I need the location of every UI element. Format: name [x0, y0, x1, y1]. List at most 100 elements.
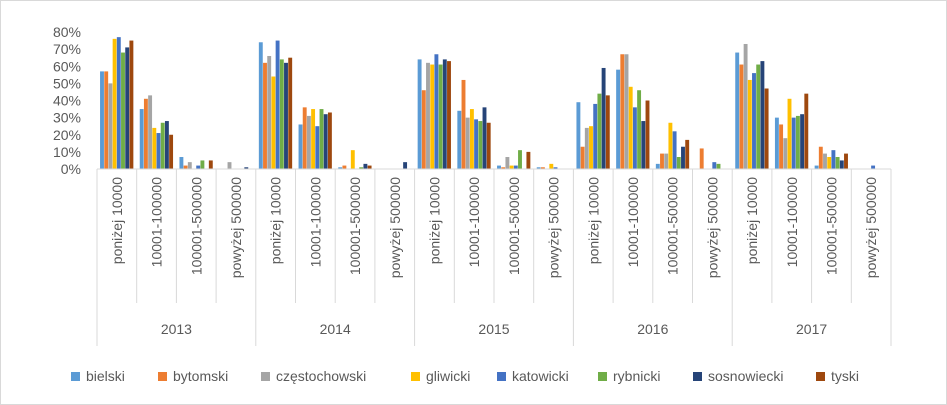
bar-rybnicki	[121, 52, 125, 169]
bar-bielski	[735, 52, 740, 169]
bar-tyski	[526, 151, 531, 170]
bar-sosnowiecki	[125, 47, 130, 169]
legend-label-sosnowiecki: sosnowiecki	[708, 368, 783, 384]
bar-sosnowiecki	[641, 121, 646, 169]
bar-bielski	[814, 165, 819, 169]
bar-bielski	[298, 124, 303, 169]
bar-bytomski	[183, 165, 188, 169]
legend-swatch-gliwicki	[411, 372, 420, 381]
bar-bielski	[616, 69, 621, 169]
legend-swatch-bielski	[71, 372, 80, 381]
x-category-label: powyżej 500000	[863, 177, 879, 278]
bar-katowicki	[196, 165, 201, 169]
bar-sosnowiecki	[839, 160, 844, 169]
bar-tyski	[764, 88, 769, 169]
x-year-label: 2013	[161, 321, 192, 337]
bar-częstochowski	[148, 95, 153, 169]
x-category-label: 100001-500000	[824, 177, 840, 275]
bar-katowicki	[632, 107, 637, 169]
bar-tyski	[327, 112, 332, 169]
bar-bytomski	[302, 107, 307, 169]
bar-gliwicki	[311, 109, 316, 169]
bar-bielski	[576, 102, 581, 169]
bar-tyski	[486, 122, 491, 169]
bar-bielski	[417, 59, 422, 169]
bar-rybnicki	[637, 90, 642, 169]
y-tick-label: 40%	[53, 93, 81, 109]
bar-częstochowski	[783, 138, 788, 169]
bar-częstochowski	[465, 117, 470, 170]
bar-katowicki	[593, 103, 598, 169]
legend-swatch-tyski	[816, 372, 825, 381]
bar-rybnicki	[200, 160, 205, 169]
bar-gliwicki	[509, 165, 514, 169]
bar-sosnowiecki	[681, 146, 685, 169]
bar-katowicki	[871, 165, 876, 169]
x-category-label: 10001-100000	[784, 177, 800, 268]
bar-tyski	[367, 165, 372, 169]
legend-label-bytomski: bytomski	[173, 368, 228, 384]
y-tick-label: 60%	[53, 58, 81, 74]
x-category-label: 10001-100000	[625, 177, 641, 268]
bar-gliwicki	[271, 76, 276, 169]
bar-bytomski	[580, 146, 585, 169]
bar-tyski	[208, 160, 213, 169]
bar-częstochowski	[584, 127, 589, 169]
x-category-label: 10001-100000	[307, 177, 323, 268]
bar-rybnicki	[795, 115, 800, 169]
bar-rybnicki	[478, 121, 483, 169]
bar-bielski	[139, 109, 144, 169]
bar-rybnicki	[359, 167, 364, 169]
bar-częstochowski	[624, 54, 629, 170]
bar-bytomski	[104, 71, 109, 169]
legend-label-tyski: tyski	[831, 368, 859, 384]
y-tick-label: 20%	[53, 127, 81, 143]
x-category-label: 100001-500000	[506, 177, 522, 275]
bar-bytomski	[461, 79, 466, 169]
bar-tyski	[804, 93, 809, 169]
bar-częstochowski	[823, 153, 827, 169]
bar-gliwicki	[430, 64, 435, 169]
bar-katowicki	[831, 150, 836, 169]
y-tick-label: 70%	[53, 41, 81, 57]
bar-bytomski	[501, 167, 506, 169]
bar-rybnicki	[835, 157, 840, 169]
bar-gliwicki	[747, 79, 752, 169]
bar-częstochowski	[227, 162, 232, 169]
bar-rybnicki	[438, 64, 443, 169]
bar-rybnicki	[597, 93, 602, 169]
legend-swatch-rybnicki	[598, 372, 607, 381]
bar-katowicki	[116, 37, 121, 169]
bar-sosnowiecki	[164, 121, 169, 169]
bar-gliwicki	[350, 150, 355, 169]
bar-częstochowski	[743, 43, 748, 169]
bar-sosnowiecki	[403, 162, 408, 169]
bar-sosnowiecki	[363, 163, 368, 169]
bar-gliwicki	[469, 109, 474, 169]
bar-bielski	[655, 163, 660, 169]
bar-tyski	[288, 57, 293, 169]
bar-gliwicki	[589, 126, 593, 169]
x-category-label: powyżej 500000	[546, 177, 562, 278]
y-tick-label: 0%	[61, 161, 81, 177]
bar-sosnowiecki	[800, 114, 805, 169]
bar-tyski	[685, 139, 690, 169]
y-tick-label: 80%	[53, 24, 81, 40]
bar-tyski	[447, 61, 451, 169]
bar-katowicki	[474, 119, 479, 169]
bar-bielski	[179, 157, 184, 169]
legend-swatch-częstochowski	[261, 372, 270, 381]
bar-katowicki	[513, 165, 518, 169]
bar-katowicki	[712, 162, 717, 169]
bar-sosnowiecki	[323, 114, 328, 169]
bar-częstochowski	[267, 55, 272, 170]
bar-rybnicki	[518, 150, 522, 169]
x-category-label: powyżej 500000	[387, 177, 403, 278]
x-category-label: powyżej 500000	[704, 177, 720, 278]
x-category-label: poniżej 10000	[585, 177, 601, 264]
bar-katowicki	[275, 40, 280, 170]
bar-gliwicki	[787, 98, 792, 169]
bar-rybnicki	[160, 122, 165, 169]
x-year-label: 2016	[637, 321, 668, 337]
